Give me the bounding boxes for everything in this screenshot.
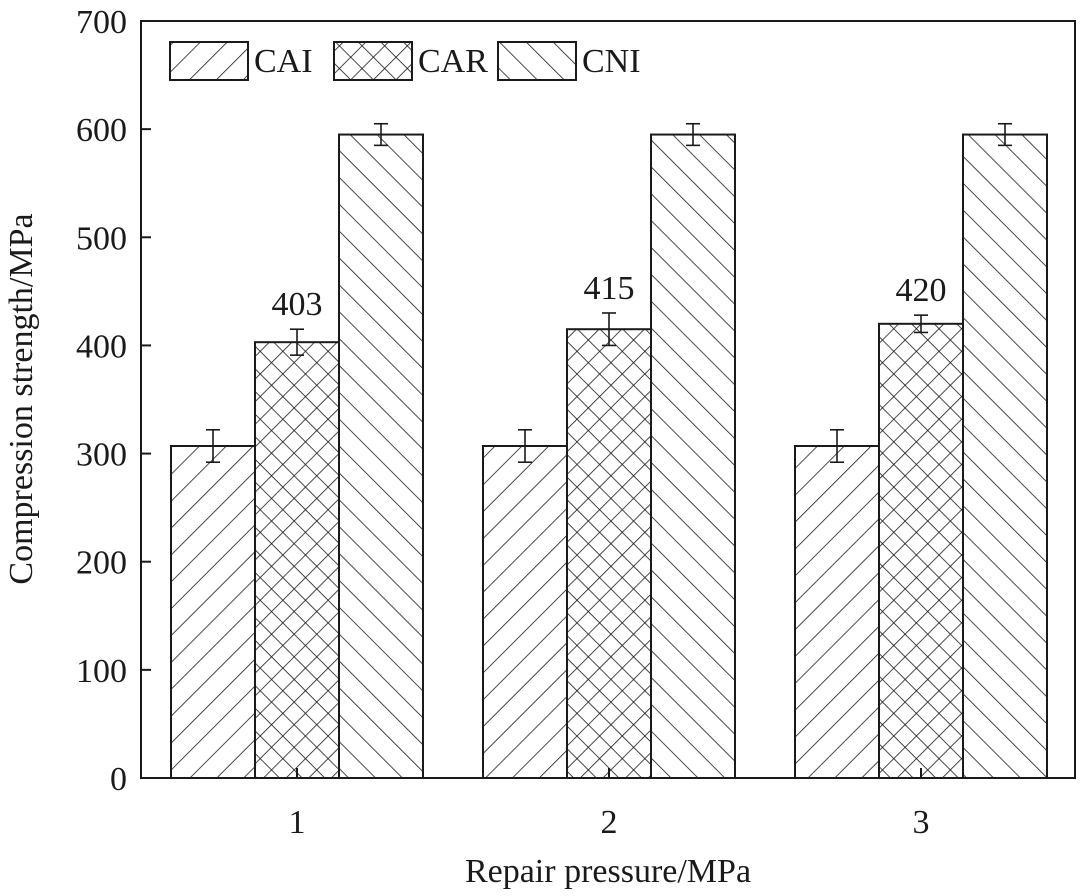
x-axis-ticks: 1 2 3 [289, 768, 930, 841]
bar-cai-1 [170, 445, 256, 779]
x-tick-label-1: 1 [289, 804, 306, 841]
error-bar-car-1 [290, 328, 304, 356]
bar-car-2 [566, 328, 652, 779]
y-tick-label-500: 500 [76, 220, 127, 257]
error-bar-cai-3 [830, 428, 844, 464]
legend-item-cai: CAI [169, 41, 313, 81]
legend-swatch-cai [169, 41, 249, 81]
data-labels-layer: 403 415 420 [272, 270, 947, 323]
legend-item-car: CAR [333, 41, 488, 81]
bar-cni-3 [962, 133, 1048, 780]
legend: CAI CAR CNI [169, 41, 641, 81]
error-bars-layer [206, 122, 1012, 464]
y-tick-label-100: 100 [76, 653, 127, 690]
bar-cni-1 [338, 133, 424, 780]
error-bar-cni-1 [374, 122, 388, 147]
legend-swatch-cni [497, 41, 577, 81]
y-axis-ticks: 0 100 200 300 400 500 600 700 [76, 4, 151, 798]
error-bar-cni-3 [998, 122, 1012, 147]
y-tick-label-400: 400 [76, 328, 127, 365]
y-tick-label-0: 0 [110, 761, 127, 798]
legend-swatch-car [333, 41, 413, 81]
legend-label-cai: CAI [254, 43, 313, 80]
bars-layer [170, 133, 1048, 780]
data-label-car-1: 403 [272, 286, 323, 323]
legend-item-cni: CNI [497, 41, 641, 81]
error-bar-car-3 [914, 314, 928, 334]
legend-label-car: CAR [418, 43, 488, 80]
data-label-car-2: 415 [584, 270, 635, 307]
legend-label-cni: CNI [582, 43, 641, 80]
bar-cni-2 [650, 133, 736, 780]
x-axis-label: Repair pressure/MPa [465, 853, 751, 890]
data-label-car-3: 420 [896, 272, 947, 309]
error-bar-cai-2 [518, 428, 532, 464]
bar-cai-2 [482, 445, 568, 779]
error-bar-car-2 [602, 312, 616, 347]
x-tick-label-3: 3 [913, 804, 930, 841]
y-tick-label-600: 600 [76, 112, 127, 149]
x-tick-label-2: 2 [601, 804, 618, 841]
bar-cai-3 [794, 445, 880, 779]
error-bar-cai-1 [206, 428, 220, 464]
error-bar-cni-2 [686, 122, 700, 147]
y-axis-label: Compression strength/MPa [3, 213, 40, 584]
y-tick-label-700: 700 [76, 4, 127, 41]
y-tick-label-300: 300 [76, 437, 127, 474]
y-tick-label-200: 200 [76, 545, 127, 582]
bar-car-1 [254, 341, 340, 779]
bar-car-3 [878, 322, 964, 779]
